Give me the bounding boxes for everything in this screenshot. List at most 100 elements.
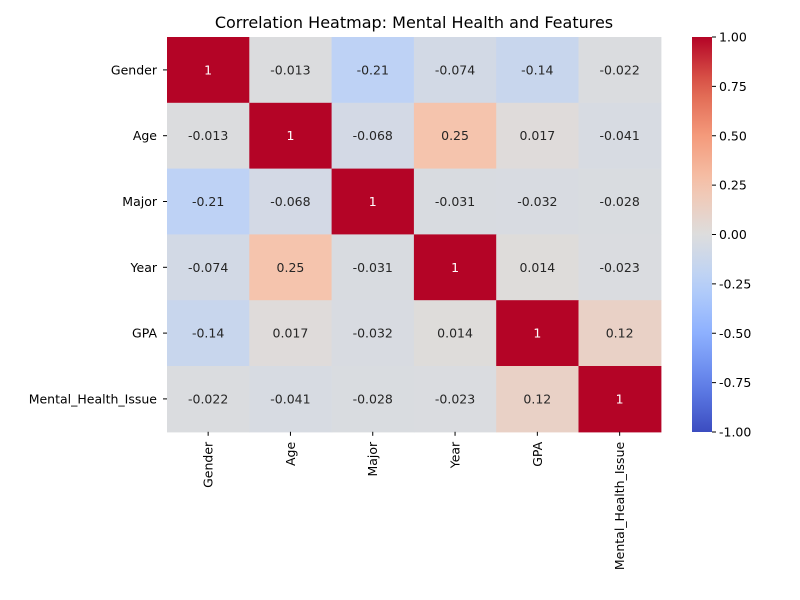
y-tick-label: Major: [122, 194, 158, 209]
x-tick-label: GPA: [530, 441, 545, 466]
cell-annotation: -0.21: [357, 62, 389, 77]
cell-annotation: -0.031: [353, 260, 393, 275]
cell-annotation: 1: [616, 391, 624, 406]
y-tick-label: Age: [133, 128, 157, 143]
colorbar-tick-label: -0.75: [719, 375, 751, 390]
cell-annotation: 1: [451, 260, 459, 275]
cell-annotation: -0.041: [270, 391, 310, 406]
cell-annotation: 0.25: [441, 128, 469, 143]
heatmap-cell: [413, 366, 497, 433]
heatmap-cell: [167, 102, 250, 170]
y-tick-label: Gender: [111, 62, 158, 77]
colorbar-tick-label: 0.50: [719, 128, 747, 143]
cell-annotation: -0.14: [192, 326, 224, 341]
cell-annotation: -0.032: [353, 326, 393, 341]
heatmap-cell: [578, 366, 662, 433]
heatmap-cell: [578, 102, 662, 170]
heatmap-cell: [496, 234, 580, 301]
cell-annotation: -0.074: [435, 62, 475, 77]
colorbar-gradient: [692, 37, 712, 432]
cell-annotation: -0.14: [521, 62, 553, 77]
heatmap-cell: [167, 366, 250, 433]
heatmap-cell: [249, 37, 333, 104]
cell-annotation: -0.023: [435, 391, 475, 406]
x-tick-labels: Gender Age Major Year GPA Mental_Health_Issue: [201, 431, 627, 571]
x-tick-label: Major: [365, 441, 380, 477]
colorbar-tick-label: -0.25: [719, 276, 751, 291]
cell-annotation: 0.25: [277, 260, 305, 275]
y-tick-label: GPA: [132, 326, 157, 341]
heatmap-cell: [413, 37, 497, 104]
heatmap-cell: [413, 300, 497, 367]
colorbar: -1.00 -0.75 -0.50 -0.25 0.00 0.25 0.50 0.75 1.00: [692, 30, 751, 440]
heatmap-cell: [578, 300, 662, 367]
cell-annotation: -0.041: [600, 128, 640, 143]
heatmap-cell: [413, 234, 497, 301]
cell-annotation: 0.12: [606, 326, 634, 341]
heatmap-cell: [249, 168, 333, 235]
cell-annotation: 1: [533, 326, 541, 341]
colorbar-tick-label: -0.50: [719, 326, 751, 341]
heatmap-cell: [413, 102, 497, 170]
cell-annotation: -0.028: [353, 391, 393, 406]
heatmap-cell: [249, 366, 333, 433]
heatmap-cell: [331, 234, 415, 301]
heatmap-cell: [496, 102, 580, 170]
colorbar-tick-label: 0.25: [719, 178, 747, 193]
heatmap-cell: [167, 168, 250, 235]
heatmap-cell: [496, 300, 580, 367]
heatmap-cell: [331, 37, 415, 104]
colorbar-tick-label: 0.00: [719, 227, 747, 242]
cell-annotation: 1: [369, 194, 377, 209]
cell-annotation: -0.068: [270, 194, 310, 209]
y-tick-label: Year: [130, 260, 158, 275]
heatmap-cell: [331, 366, 415, 433]
cell-annotation: 1: [286, 128, 294, 143]
heatmap-cell: [167, 300, 250, 367]
y-tick-label: Mental_Health_Issue: [29, 391, 158, 406]
colorbar-tick-label: 1.00: [719, 30, 747, 45]
heatmap-cell: [413, 168, 497, 235]
heatmap-cell: [496, 366, 580, 433]
heatmap-cells: 1 -0.013 -0.21 -0.074 -0.14 -0.022 -0.013 1 -0.0…: [167, 37, 662, 433]
chart-title: Correlation Heatmap: Mental Health and F…: [215, 13, 613, 32]
heatmap-cell: [496, 37, 580, 104]
x-tick-label: Year: [448, 441, 463, 469]
heatmap-cell: [249, 102, 333, 170]
heatmap-cell: [167, 234, 250, 301]
y-tick-labels: Gender Age Major Year GPA Mental_Health_Issue: [29, 62, 167, 406]
heatmap-cell: [496, 168, 580, 235]
heatmap-cell: [249, 300, 333, 367]
cell-annotation: 0.12: [523, 391, 551, 406]
cell-annotation: 0.017: [273, 326, 309, 341]
heatmap-cell: [331, 300, 415, 367]
cell-annotation: 0.014: [437, 326, 473, 341]
cell-annotation: -0.032: [517, 194, 557, 209]
cell-annotation: -0.022: [188, 391, 228, 406]
colorbar-tick-label: 0.75: [719, 79, 747, 94]
colorbar-tick-label: -1.00: [719, 425, 751, 440]
cell-annotation: -0.031: [435, 194, 475, 209]
heatmap-cell: [331, 168, 415, 235]
heatmap-cell: [249, 234, 333, 301]
cell-annotation: -0.068: [353, 128, 393, 143]
x-tick-label: Gender: [201, 441, 216, 488]
cell-annotation: -0.21: [192, 194, 224, 209]
heatmap-cell: [578, 234, 662, 301]
cell-annotation: 0.017: [519, 128, 555, 143]
cell-annotation: -0.022: [600, 62, 640, 77]
heatmap-cell: [167, 37, 250, 104]
heatmap-cell: [578, 168, 662, 235]
cell-annotation: 1: [204, 62, 212, 77]
cell-annotation: -0.023: [600, 260, 640, 275]
cell-annotation: -0.013: [188, 128, 228, 143]
heatmap-cell: [578, 37, 662, 104]
x-tick-label: Mental_Health_Issue: [612, 442, 627, 571]
cell-annotation: -0.028: [600, 194, 640, 209]
heatmap-cell: [331, 102, 415, 170]
cell-annotation: -0.013: [270, 62, 310, 77]
x-tick-label: Age: [283, 442, 298, 466]
cell-annotation: -0.074: [188, 260, 228, 275]
cell-annotation: 0.014: [519, 260, 555, 275]
